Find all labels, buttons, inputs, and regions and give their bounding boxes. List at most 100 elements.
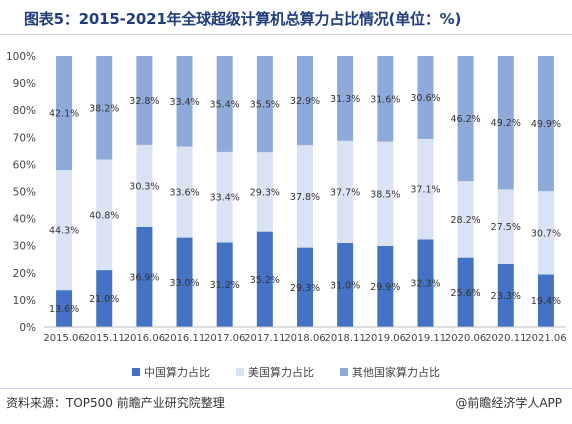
bar-segment [377,245,394,327]
source-note: 资料来源：TOP500 前瞻产业研究院整理 [6,396,225,410]
legend-swatch-us [236,368,244,376]
bar-segment [256,56,273,153]
y-tick-label: 80% [13,105,36,117]
data-label: 38.2% [89,103,119,114]
data-label: 42.1% [49,109,79,120]
legend-item-others: 其他国家算力占比 [340,364,440,380]
data-label: 49.2% [491,118,521,129]
bar-segment [216,56,233,152]
legend-item-china: 中国算力占比 [132,364,210,380]
bar-segment [96,270,113,327]
y-tick-label: 90% [13,78,36,90]
bar-segment [337,140,354,243]
bar-segment [176,146,193,238]
bar-segment [256,152,273,232]
bar-segment [176,56,193,147]
bar-segment [56,290,73,327]
legend-item-us: 美国算力占比 [236,364,314,380]
bar-segment [297,56,313,146]
data-label: 40.8% [89,210,119,221]
legend-label-us: 美国算力占比 [248,366,314,379]
data-label: 37.7% [330,187,360,198]
data-label: 27.5% [491,222,521,233]
bar-segment [216,151,233,243]
data-label: 37.8% [290,192,320,203]
legend-label-others: 其他国家算力占比 [352,366,440,379]
data-label: 35.5% [250,100,280,111]
legend-label-china: 中国算力占比 [144,366,210,379]
x-tick-label: 2015.06 [43,333,84,344]
title-divider [0,34,572,35]
bar-segment [457,181,474,258]
data-label: 44.3% [49,226,79,237]
bar-segment [96,159,113,271]
chart-legend: 中国算力占比 美国算力占比 其他国家算力占比 [0,364,572,380]
y-tick-label: 20% [13,268,36,280]
brand-credit: @前瞻经济学人APP [455,396,562,410]
x-tick-label: 2017.06 [204,333,245,344]
chart-title: 图表5：2015-2021年全球超级计算机总算力占比情况(单位：%) [24,10,462,28]
bar-segment [96,56,113,160]
bar-segment [497,189,514,264]
data-label: 46.2% [451,114,481,125]
data-label: 29.9% [370,282,400,293]
bar-segment [537,274,554,327]
x-tick-label: 2018.11 [324,333,365,344]
y-axis: 0% 10% 20% 30% 40% 50% 60% 70% 80% 90% 100% [6,51,36,334]
data-label: 30.6% [410,93,440,104]
data-label: 30.3% [129,181,159,192]
x-tick-label: 2021.06 [525,333,566,344]
data-label: 32.3% [410,279,440,290]
y-tick-label: 70% [13,132,36,144]
bar-segment [457,257,474,327]
data-label: 33.6% [169,188,199,199]
y-tick-label: 100% [6,51,36,63]
y-tick-label: 10% [13,295,36,307]
bar-segment [457,56,474,182]
data-label: 31.0% [330,280,360,291]
data-label: 33.0% [169,278,199,289]
bar-segment [417,56,434,139]
bar-segment [417,239,434,327]
data-label: 29.3% [290,283,320,294]
x-tick-label: 2020.11 [485,333,526,344]
data-label: 19.4% [531,296,561,307]
x-tick-label: 2018.06 [284,333,325,344]
bar-segment [56,56,73,171]
data-label: 30.7% [531,228,561,239]
data-label: 36.9% [129,273,159,284]
y-tick-label: 40% [13,214,36,226]
data-label: 21.0% [89,294,119,305]
bar-segment [136,144,153,228]
data-label: 32.8% [129,96,159,107]
data-label: 29.3% [250,187,280,198]
bar-segment [136,227,153,327]
bar-segment [56,170,73,291]
x-tick-label: 2019.06 [365,333,406,344]
bar-segment [537,56,554,192]
data-label: 25.6% [451,288,481,299]
bar-segment [256,231,273,327]
data-label: 23.3% [491,291,521,302]
x-tick-label: 2015.11 [84,333,125,344]
bar-segment [497,56,514,190]
bar-segment [377,141,394,246]
data-label: 33.4% [169,97,199,108]
bar-segment [297,145,313,248]
x-tick-label: 2017.11 [244,333,285,344]
data-label: 35.4% [210,99,240,110]
data-label: 38.5% [370,189,400,200]
y-tick-label: 60% [13,159,36,171]
data-label: 13.6% [49,304,79,315]
y-tick-label: 30% [13,241,36,253]
bar-segment [297,247,313,327]
data-label: 31.2% [210,280,240,291]
x-axis: 2015.062015.112016.062016.112017.062017.… [43,326,567,344]
legend-swatch-others [340,368,348,376]
y-tick-label: 0% [19,322,36,334]
x-tick-label: 2016.11 [164,333,205,344]
data-label: 49.9% [531,119,561,130]
legend-swatch-china [132,368,140,376]
y-tick-label: 50% [13,187,36,199]
